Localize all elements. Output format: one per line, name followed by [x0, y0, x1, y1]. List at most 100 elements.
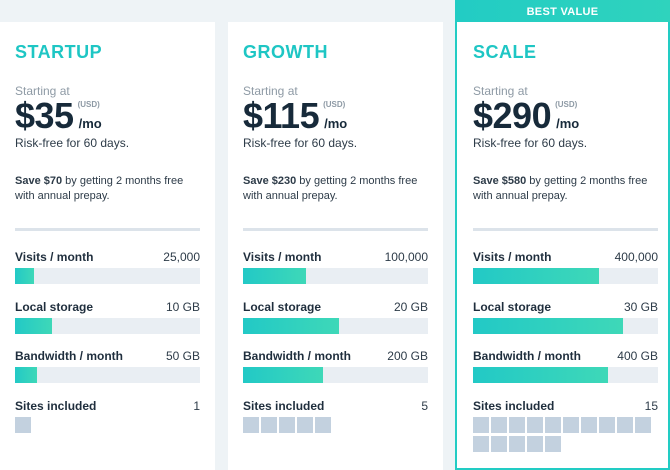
- metric-label: Sites included: [15, 399, 97, 413]
- price: $290: [473, 95, 552, 136]
- site-square: [617, 417, 633, 433]
- currency-label: (USD): [77, 100, 100, 109]
- price-row: $35 (USD) /mo: [15, 96, 118, 136]
- visits-bar: [15, 268, 200, 284]
- metric-label: Sites included: [243, 399, 325, 413]
- metric-label: Bandwidth / month: [243, 349, 351, 363]
- plan-card-growth[interactable]: GROWTH Starting at $115 (USD) /mo Risk-f…: [228, 22, 443, 470]
- metric-label: Visits / month: [243, 250, 322, 264]
- bandwidth-bar: [473, 367, 658, 383]
- annual-savings-note: Save $70 by getting 2 months free with a…: [15, 174, 200, 204]
- metric-bandwidth: Bandwidth / month 200 GB: [243, 349, 428, 383]
- save-suffix: by getting 2 months free with annual pre…: [473, 175, 648, 202]
- annual-savings-note: Save $580 by getting 2 months free with …: [473, 174, 658, 204]
- currency-label: (USD): [555, 100, 578, 109]
- site-square: [527, 436, 543, 452]
- metric-value: 50 GB: [165, 349, 200, 363]
- site-square: [527, 417, 543, 433]
- price: $35: [15, 95, 74, 136]
- plan-name: GROWTH: [243, 42, 328, 62]
- starting-at-label: Starting at: [473, 84, 528, 98]
- best-value-ribbon: BEST VALUE: [455, 0, 670, 24]
- metric-visits: Visits / month 25,000: [15, 250, 200, 284]
- storage-bar: [15, 318, 200, 334]
- metric-sites: Sites included 5: [243, 399, 428, 436]
- storage-bar: [473, 318, 658, 334]
- save-amount: $580: [501, 175, 527, 187]
- per-month-label: /mo: [556, 116, 580, 131]
- save-prefix: Save: [15, 175, 41, 187]
- metric-storage: Local storage 30 GB: [473, 300, 658, 334]
- site-square: [491, 417, 507, 433]
- metric-value: 400 GB: [617, 349, 658, 363]
- metric-value: 20 GB: [393, 300, 428, 314]
- plan-name: STARTUP: [15, 42, 103, 62]
- sites-grid: [15, 417, 200, 436]
- risk-free-note: Risk-free for 60 days.: [473, 136, 588, 150]
- metric-label: Local storage: [15, 300, 94, 314]
- bar-fill: [243, 367, 323, 383]
- bar-fill: [15, 367, 38, 383]
- metric-value: 25,000: [163, 250, 200, 264]
- site-square: [473, 417, 489, 433]
- divider: [473, 228, 658, 231]
- metric-bandwidth: Bandwidth / month 400 GB: [473, 349, 658, 383]
- metric-visits: Visits / month 400,000: [473, 250, 658, 284]
- site-square: [297, 417, 313, 433]
- metric-label: Sites included: [473, 399, 555, 413]
- divider: [243, 228, 428, 231]
- site-square: [545, 436, 561, 452]
- site-square: [491, 436, 507, 452]
- metric-label: Bandwidth / month: [15, 349, 123, 363]
- site-square: [279, 417, 295, 433]
- site-square: [563, 417, 579, 433]
- site-square: [581, 417, 597, 433]
- save-prefix: Save: [473, 175, 499, 187]
- bar-fill: [473, 367, 609, 383]
- metric-label: Local storage: [473, 300, 552, 314]
- plan-card-startup[interactable]: STARTUP Starting at $35 (USD) /mo Risk-f…: [0, 22, 215, 470]
- bar-fill: [15, 268, 34, 284]
- metric-value: 10 GB: [165, 300, 200, 314]
- bandwidth-bar: [15, 367, 200, 383]
- price-row: $290 (USD) /mo: [473, 96, 595, 136]
- plan-card-scale[interactable]: SCALE Starting at $290 (USD) /mo Risk-fr…: [455, 22, 670, 470]
- site-square: [599, 417, 615, 433]
- sites-grid: [473, 417, 658, 455]
- save-amount: $230: [271, 175, 297, 187]
- per-month-label: /mo: [78, 116, 102, 131]
- metric-bandwidth: Bandwidth / month 50 GB: [15, 349, 200, 383]
- bar-fill: [473, 318, 623, 334]
- risk-free-note: Risk-free for 60 days.: [15, 136, 130, 150]
- price: $115: [243, 95, 320, 136]
- metric-storage: Local storage 10 GB: [15, 300, 200, 334]
- site-square: [509, 417, 525, 433]
- metric-visits: Visits / month 100,000: [243, 250, 428, 284]
- site-square: [243, 417, 259, 433]
- starting-at-label: Starting at: [15, 84, 70, 98]
- visits-bar: [473, 268, 658, 284]
- site-square: [261, 417, 277, 433]
- save-prefix: Save: [243, 175, 269, 187]
- site-square: [315, 417, 331, 433]
- site-square: [15, 417, 31, 433]
- visits-bar: [243, 268, 428, 284]
- price-row: $115 (USD) /mo: [243, 96, 363, 136]
- starting-at-label: Starting at: [243, 84, 298, 98]
- per-month-label: /mo: [324, 116, 348, 131]
- metric-value: 400,000: [614, 250, 658, 264]
- site-square: [473, 436, 489, 452]
- plan-name: SCALE: [473, 42, 537, 62]
- site-square: [545, 417, 561, 433]
- annual-savings-note: Save $230 by getting 2 months free with …: [243, 174, 428, 204]
- divider: [15, 228, 200, 231]
- metric-value: 1: [193, 399, 200, 413]
- bar-fill: [243, 268, 306, 284]
- metric-value: 15: [644, 399, 658, 413]
- bandwidth-bar: [243, 367, 428, 383]
- metric-label: Visits / month: [15, 250, 94, 264]
- metric-value: 200 GB: [387, 349, 428, 363]
- save-suffix: by getting 2 months free with annual pre…: [15, 175, 184, 202]
- currency-label: (USD): [323, 100, 346, 109]
- save-suffix: by getting 2 months free with annual pre…: [243, 175, 418, 202]
